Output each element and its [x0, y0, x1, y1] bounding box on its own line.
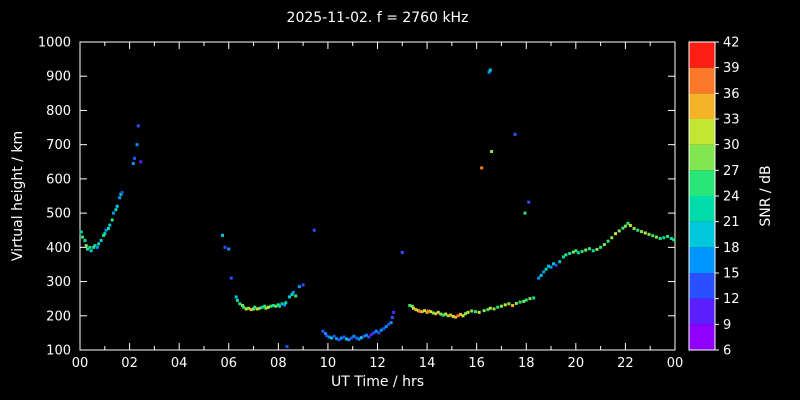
- svg-text:00: 00: [72, 356, 89, 371]
- svg-text:6: 6: [723, 344, 731, 359]
- svg-text:08: 08: [270, 356, 287, 371]
- svg-text:22: 22: [617, 356, 634, 371]
- svg-text:100: 100: [46, 344, 71, 359]
- svg-text:500: 500: [46, 207, 71, 222]
- svg-text:39: 39: [723, 61, 740, 76]
- svg-text:36: 36: [723, 87, 740, 102]
- svg-text:12: 12: [369, 356, 386, 371]
- svg-text:24: 24: [723, 190, 740, 205]
- svg-text:33: 33: [723, 113, 740, 128]
- svg-text:300: 300: [46, 275, 71, 290]
- svg-text:15: 15: [723, 267, 740, 282]
- svg-text:700: 700: [46, 138, 71, 153]
- colorbar-label: SNR / dB: [758, 165, 774, 227]
- svg-text:200: 200: [46, 309, 71, 324]
- svg-text:16: 16: [468, 356, 485, 371]
- x-axis-label: UT Time / hrs: [330, 374, 425, 390]
- svg-text:42: 42: [723, 36, 740, 51]
- svg-text:400: 400: [46, 241, 71, 256]
- svg-text:12: 12: [723, 292, 740, 307]
- svg-text:10: 10: [320, 356, 337, 371]
- svg-text:20: 20: [568, 356, 585, 371]
- svg-text:18: 18: [518, 356, 535, 371]
- svg-text:21: 21: [723, 215, 740, 230]
- svg-text:600: 600: [46, 172, 71, 187]
- svg-text:1000: 1000: [38, 36, 71, 51]
- svg-text:18: 18: [723, 241, 740, 256]
- chart-title: 2025-11-02. f = 2760 kHz: [286, 10, 469, 26]
- svg-text:27: 27: [723, 164, 740, 179]
- svg-text:04: 04: [171, 356, 188, 371]
- svg-text:800: 800: [46, 104, 71, 119]
- svg-text:00: 00: [667, 356, 684, 371]
- svg-text:30: 30: [723, 138, 740, 153]
- y-axis-label: Virtual height / km: [10, 130, 26, 262]
- svg-text:9: 9: [723, 318, 731, 333]
- svg-text:14: 14: [419, 356, 436, 371]
- svg-text:900: 900: [46, 70, 71, 85]
- svg-text:06: 06: [220, 356, 237, 371]
- svg-text:02: 02: [121, 356, 138, 371]
